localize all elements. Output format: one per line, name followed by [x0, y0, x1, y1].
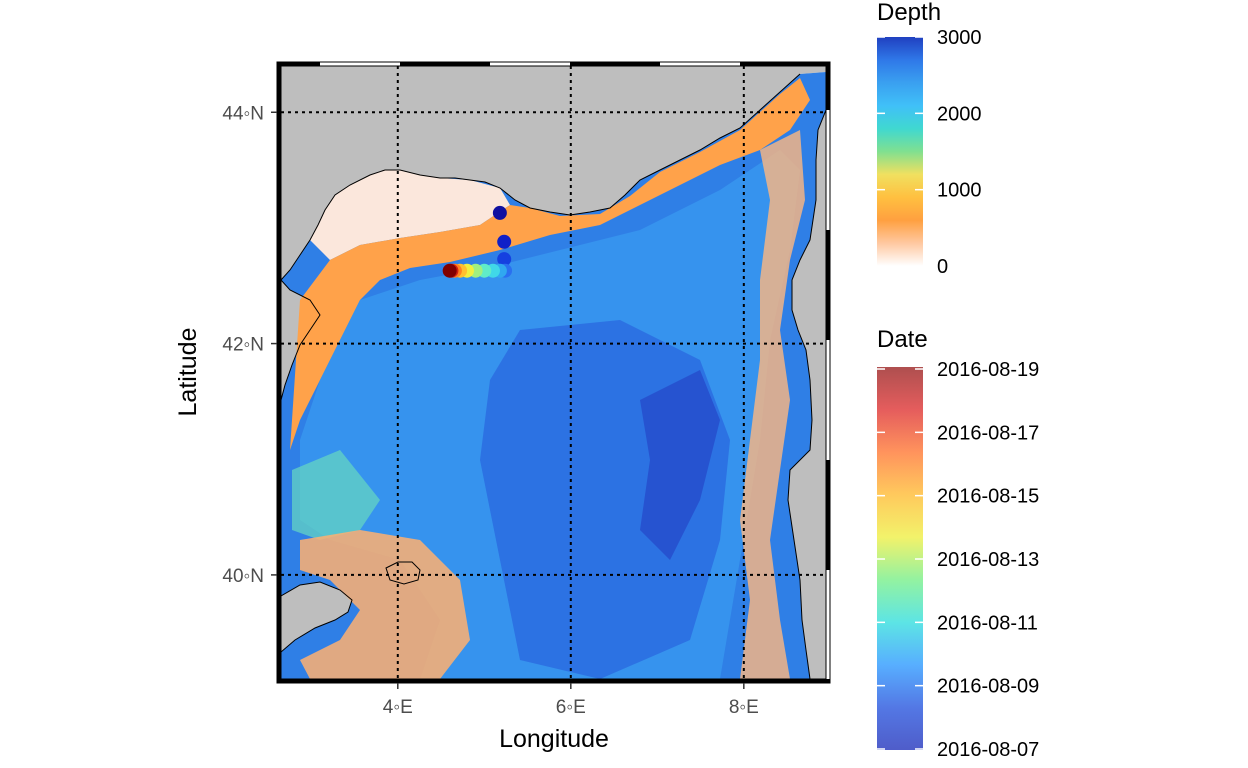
y-axis: 40◦N 42◦N 44◦N — [222, 103, 277, 587]
coastline — [281, 73, 826, 679]
depth-tick-label: 0 — [937, 256, 948, 278]
depth-tick-label: 2000 — [937, 103, 982, 125]
date-tick-label: 2016-08-15 — [937, 486, 1039, 508]
track-point — [497, 252, 512, 267]
date-legend: Date 2016-08-192016-08-172016-08-152016-… — [877, 326, 1039, 761]
depth-tick-label: 3000 — [937, 27, 982, 49]
date-tick-label: 2016-08-09 — [937, 676, 1039, 698]
land-france-coast — [281, 66, 826, 280]
date-tick-label: 2016-08-07 — [937, 739, 1039, 761]
land-balearic-islands — [281, 582, 352, 652]
x-tick-label: 4◦E — [383, 697, 413, 718]
map-panel — [276, 61, 831, 684]
slope-zone — [290, 78, 810, 450]
depth-colorbar — [877, 37, 923, 266]
depth-legend-title: Depth — [877, 0, 941, 26]
x-axis: 4◦E 6◦E 8◦E — [383, 683, 759, 718]
date-tick-label: 2016-08-11 — [937, 612, 1038, 634]
track-point — [492, 205, 507, 220]
y-tick-label: 44◦N — [222, 103, 264, 124]
y-tick-label: 40◦N — [222, 566, 264, 587]
date-tick-label: 2016-08-19 — [937, 359, 1039, 381]
track-point — [442, 263, 457, 278]
x-axis-title: Longitude — [499, 725, 609, 753]
date-legend-title: Date — [877, 326, 928, 353]
date-tick-label: 2016-08-17 — [937, 422, 1039, 444]
x-tick-label: 6◦E — [556, 697, 586, 718]
x-tick-label: 8◦E — [729, 697, 759, 718]
map-frame — [276, 61, 831, 684]
y-axis-title: Latitude — [174, 328, 202, 417]
depth-tick-label: 1000 — [937, 180, 982, 202]
float-track — [442, 205, 513, 278]
date-tick-label: 2016-08-13 — [937, 549, 1039, 571]
date-colorbar-ticks: 2016-08-19 2016-08-17 2016-08-15 2016-08-13… — [877, 359, 1039, 761]
depth-colorbar-ticks: 3000 2000 1000 0 — [877, 27, 982, 278]
y-tick-label: 42◦N — [222, 335, 264, 356]
deep-patches — [292, 130, 805, 679]
shelf-shallow-zone — [310, 170, 510, 260]
track-point — [497, 234, 512, 249]
land-corsica-sardinia — [788, 110, 826, 679]
depth-legend: Depth 3000 2000 1000 0 — [877, 0, 982, 278]
